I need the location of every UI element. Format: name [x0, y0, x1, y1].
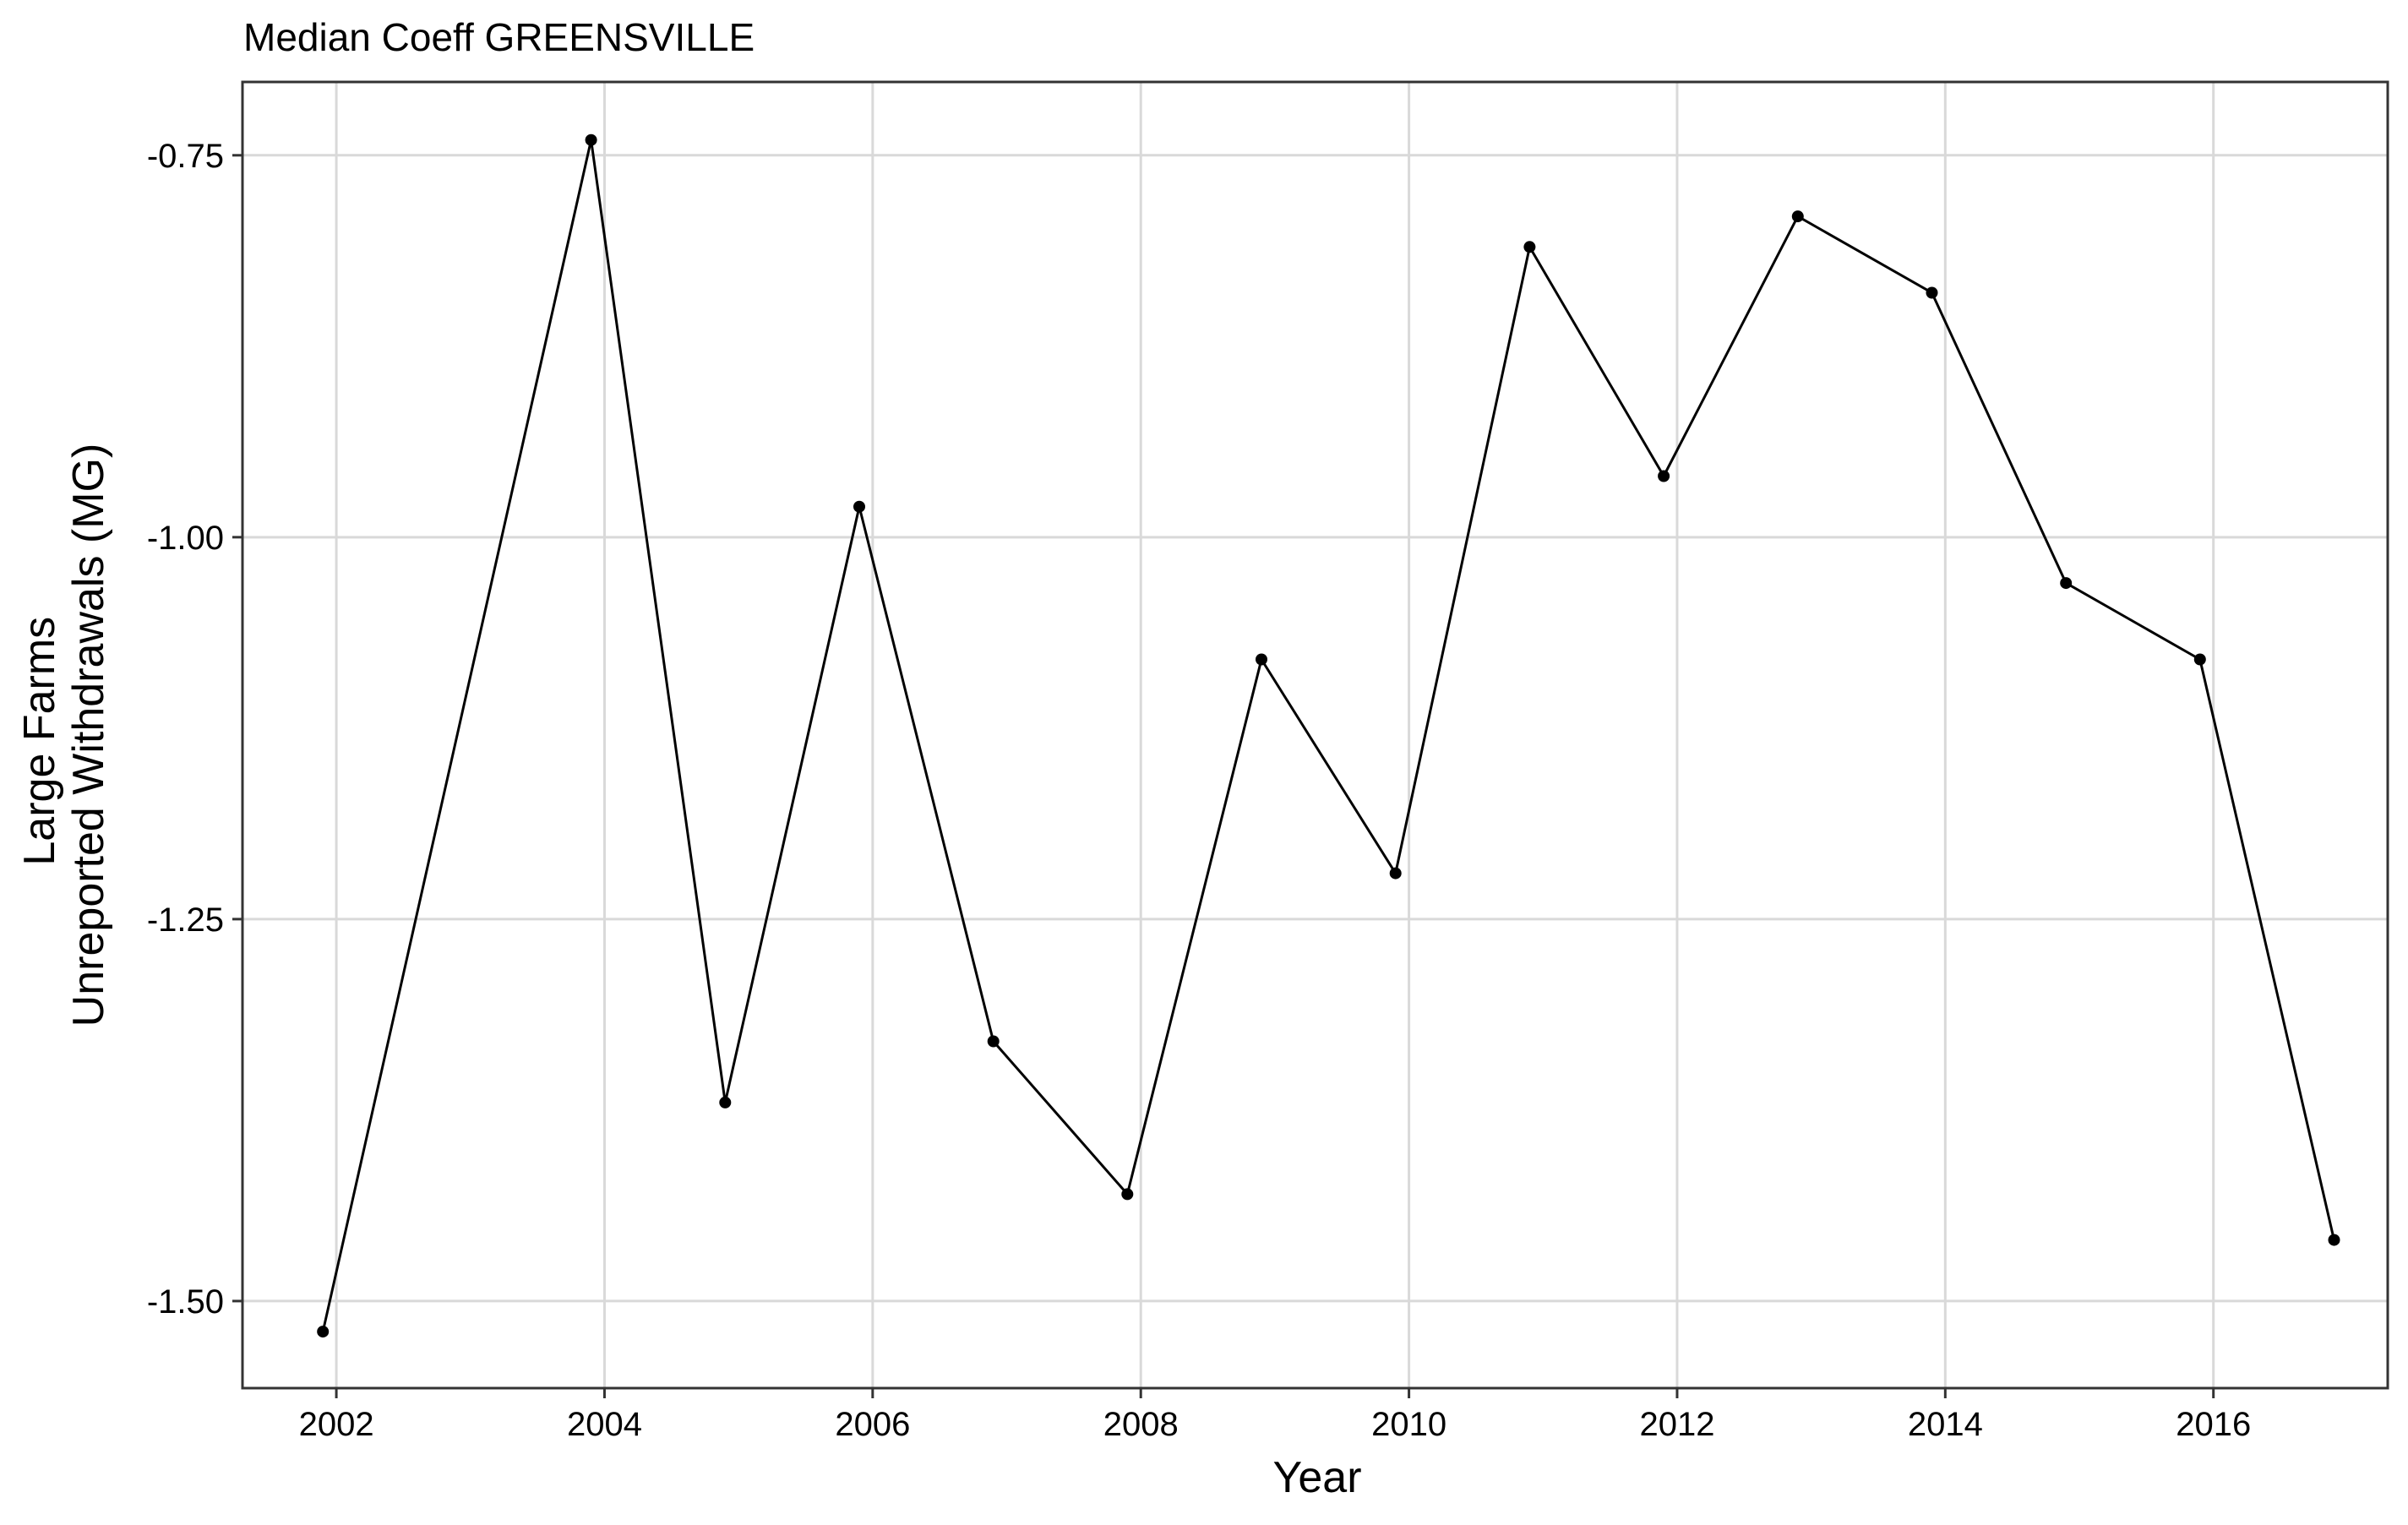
x-tick-label: 2008 — [1103, 1406, 1179, 1443]
x-axis-title: Year — [1272, 1453, 1361, 1502]
x-tick-label: 2010 — [1371, 1406, 1446, 1443]
data-point — [1791, 210, 1804, 223]
y-axis-title-line-1: Large Farms — [15, 617, 64, 866]
y-tick-label: -1.25 — [147, 901, 224, 939]
data-point — [987, 1035, 1000, 1048]
axes: 2002 2004 2006 2008 2010 2012 2014 2016 -1.50 -1.… — [147, 138, 2251, 1443]
x-tick-label: 2004 — [567, 1406, 642, 1443]
y-tick-label: -1.50 — [147, 1283, 224, 1321]
data-point — [585, 133, 597, 146]
data-layer — [317, 133, 2340, 1338]
y-tick-label: -0.75 — [147, 138, 224, 175]
series-line — [321, 139, 2335, 1332]
data-point — [2328, 1234, 2340, 1246]
y-axis-title: Large Farms Unreported Withdrawals (MG) — [15, 444, 113, 1027]
data-point — [1256, 653, 1267, 666]
x-tick-label: 2016 — [2176, 1406, 2251, 1443]
y-tick-label: -1.00 — [147, 520, 224, 557]
data-point — [2060, 577, 2073, 590]
y-axis-title-line-2: Unreported Withdrawals (MG) — [64, 444, 113, 1027]
data-point — [317, 1326, 330, 1338]
data-point — [1658, 470, 1670, 482]
grid-lines — [242, 82, 2388, 1388]
x-tick-label: 2014 — [1908, 1406, 1983, 1443]
data-point — [1523, 241, 1536, 253]
data-point — [2193, 653, 2206, 666]
data-point — [1926, 286, 1938, 299]
data-point — [853, 500, 865, 513]
x-tick-label: 2006 — [835, 1406, 910, 1443]
plot-panel-border — [241, 80, 2389, 1390]
x-tick-label: 2012 — [1639, 1406, 1714, 1443]
data-point — [719, 1096, 732, 1108]
data-point — [1389, 867, 1402, 880]
x-tick-label: 2002 — [299, 1406, 374, 1443]
data-point — [1121, 1188, 1134, 1201]
chart-title: Median Coeff GREENSVILLE — [243, 15, 755, 59]
